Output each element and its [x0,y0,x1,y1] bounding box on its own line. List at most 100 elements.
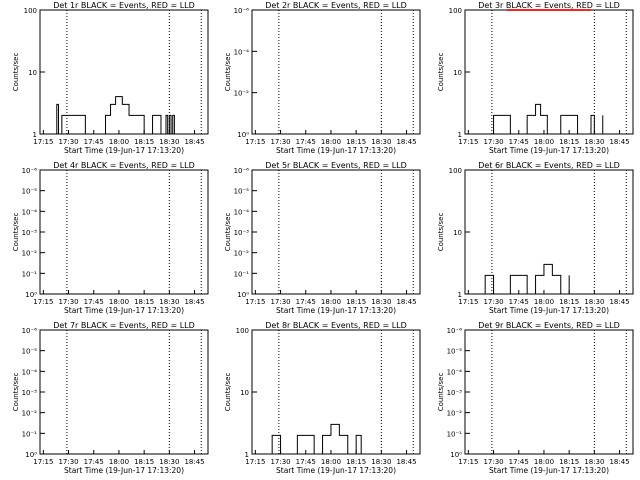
panel-title: Det 9r BLACK = Events, RED = LLD [478,321,620,330]
panel-title: Det 2r BLACK = Events, RED = LLD [265,1,407,10]
plot-frame [39,329,209,455]
y-tick-label: 10 [453,69,462,77]
y-tick-label: 10⁻³ [22,229,38,237]
y-tick-label: 10⁻⁵ [234,188,250,196]
y-tick-label: 10⁻⁵ [22,188,38,196]
y-tick-label: 10⁻⁴ [447,368,463,376]
x-tick-label: 18:15 [346,458,366,466]
y-tick-label: 100 [24,7,37,15]
y-tick-label: 10⁻² [22,410,38,418]
y-tick-label: 10⁻³ [22,389,38,397]
x-tick-label: 17:15 [458,458,478,466]
x-tick-label: 17:15 [33,138,53,146]
x-tick-label: 17:15 [458,138,478,146]
y-tick-label: 10⁰ [237,291,249,299]
panel-4: Det 4r BLACK = Events, RED = LLD 17:15 17:… [12,161,209,315]
panel-5: Det 5r BLACK = Events, RED = LLD 17:15 17:… [224,161,421,315]
panel-title: Det 1r BLACK = Events, RED = LLD [53,1,195,10]
x-tick-label: 17:15 [245,458,265,466]
y-tick-label: 1 [458,291,462,299]
y-tick-label: 10⁻⁵ [447,348,463,356]
panel-title: Det 3r BLACK = Events, RED = LLD [478,1,620,10]
y-tick-label: 10⁰ [450,451,462,459]
x-tick-label: 17:45 [509,298,529,306]
x-axis-label: Start Time (19-Jun-17 17:13:20) [276,306,396,315]
y-tick-label: 100 [449,167,462,175]
panel-title: Det 6r BLACK = Events, RED = LLD [478,161,620,170]
y-tick-label: 10⁰ [25,291,37,299]
x-tick-label: 18:15 [559,138,579,146]
panel-6: Det 6r BLACK = Events, RED = LLD 17:15 17:… [437,161,634,315]
x-tick-label: 18:00 [109,138,129,146]
x-tick-label: 18:45 [396,138,416,146]
series-line [260,423,362,455]
x-axis-label: Start Time (19-Jun-17 17:13:20) [489,146,609,155]
y-tick-label: 1 [245,451,249,459]
y-tick-label: 10⁻⁶ [234,167,250,175]
x-tick-label: 17:45 [84,138,104,146]
y-tick-label: 100 [236,327,249,335]
x-tick-label: 18:30 [584,458,604,466]
x-tick-label: 18:30 [371,458,391,466]
x-tick-label: 18:45 [609,458,629,466]
y-tick-label: 10⁻² [447,410,463,418]
x-tick-label: 18:45 [184,458,204,466]
x-tick-label: 18:00 [321,298,341,306]
x-tick-label: 18:30 [584,138,604,146]
panel-2: Det 2r BLACK = Events, RED = LLD 17:15 17:… [224,1,421,155]
y-tick-label: 10⁻⁴ [22,208,38,216]
x-tick-label: 18:30 [159,298,179,306]
y-tick-label: 10⁻² [234,90,250,98]
x-tick-label: 17:45 [296,138,316,146]
x-tick-label: 17:45 [296,458,316,466]
x-tick-label: 18:45 [396,298,416,306]
x-tick-label: 17:45 [296,298,316,306]
x-axis-label: Start Time (19-Jun-17 17:13:20) [489,306,609,315]
x-tick-label: 18:45 [609,298,629,306]
y-tick-label: 10 [28,69,37,77]
x-tick-label: 17:45 [509,458,529,466]
x-tick-label: 18:30 [159,458,179,466]
x-tick-label: 18:30 [159,138,179,146]
x-tick-label: 18:45 [184,138,204,146]
x-tick-label: 17:30 [58,138,78,146]
panel-title: Det 5r BLACK = Events, RED = LLD [265,161,407,170]
y-tick-label: 10 [240,389,249,397]
x-tick-label: 18:00 [534,298,554,306]
y-tick-label: 10 [453,229,462,237]
y-tick-label: 10⁻⁶ [22,327,38,335]
y-tick-label: 10⁻⁴ [234,48,250,56]
x-tick-label: 17:15 [245,298,265,306]
panel-3: Det 3r BLACK = Events, RED = LLD 17:15 17:… [437,1,634,155]
x-tick-label: 17:45 [509,138,529,146]
y-tick-label: 10⁰ [25,451,37,459]
x-tick-label: 18:45 [396,458,416,466]
x-tick-label: 18:00 [321,458,341,466]
y-tick-label: 1 [33,131,37,139]
y-tick-label: 10⁻² [234,250,250,258]
x-tick-label: 18:00 [109,458,129,466]
x-tick-label: 17:15 [33,298,53,306]
x-tick-label: 17:30 [270,298,290,306]
x-tick-label: 17:30 [58,298,78,306]
y-tick-label: 10⁰ [237,131,249,139]
y-axis-label: Counts/sec [12,213,20,252]
y-tick-label: 10⁻¹ [22,430,38,438]
y-axis-label: Counts/sec [224,213,232,252]
x-axis-label: Start Time (19-Jun-17 17:13:20) [276,466,396,475]
y-tick-label: 10⁻¹ [447,430,463,438]
x-axis-label: Start Time (19-Jun-17 17:13:20) [64,306,184,315]
plot-frame [464,329,634,455]
series-line [486,103,604,135]
plot-frame [39,169,209,295]
y-tick-label: 100 [449,7,462,15]
y-axis-label: Counts/sec [437,213,445,252]
y-axis-label: Counts/sec [437,373,445,412]
x-tick-label: 18:15 [134,298,154,306]
x-tick-label: 18:30 [584,298,604,306]
x-tick-label: 17:15 [458,298,478,306]
x-tick-label: 17:15 [245,138,265,146]
y-tick-label: 1 [458,131,462,139]
y-axis-label: Counts/sec [224,373,232,412]
